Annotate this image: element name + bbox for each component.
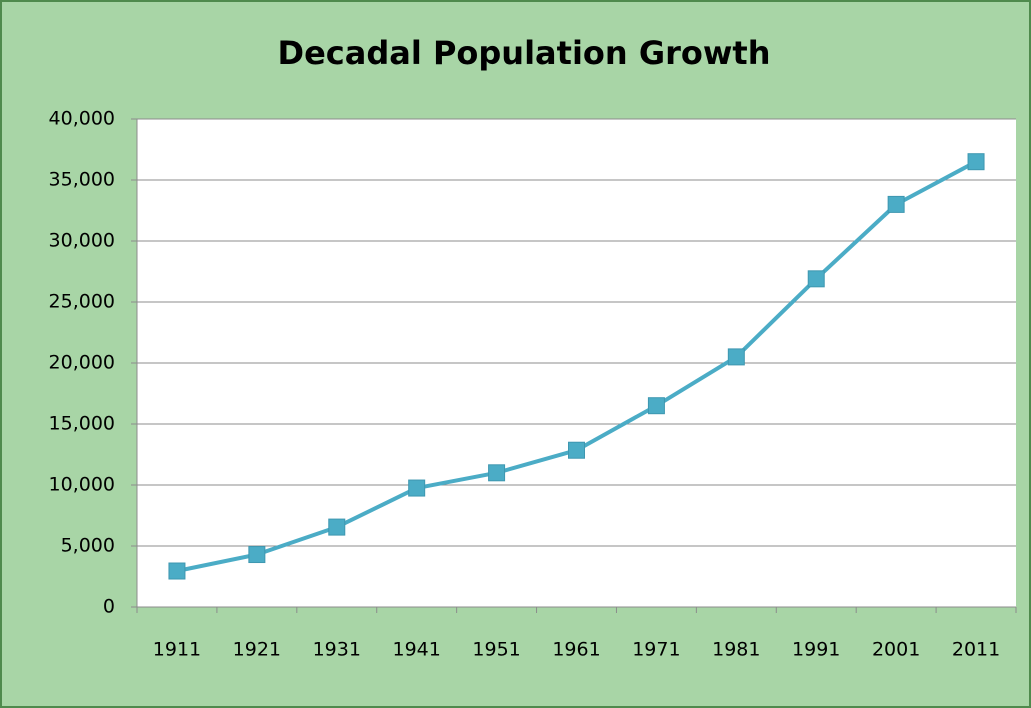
x-tick-label: 1941: [393, 639, 441, 661]
x-tick-label: 1911: [153, 639, 201, 661]
y-tick-label: 35,000: [49, 169, 115, 191]
y-tick-label: 20,000: [49, 352, 115, 374]
chart-title: Decadal Population Growth: [278, 34, 771, 72]
data-point: [408, 479, 426, 497]
data-point: [887, 195, 905, 213]
data-point: [807, 270, 825, 288]
y-tick-label: 40,000: [49, 108, 115, 130]
x-tick-label: 1981: [712, 639, 760, 661]
y-tick-label: 25,000: [49, 291, 115, 313]
x-tick-label: 2001: [872, 639, 920, 661]
x-tick-label: 1921: [233, 639, 281, 661]
x-tick-label: 1971: [632, 639, 680, 661]
data-point: [168, 562, 186, 580]
x-tick-label: 1931: [313, 639, 361, 661]
x-tick-label: 1991: [792, 639, 840, 661]
data-point: [647, 397, 665, 415]
y-tick-label: 0: [103, 596, 115, 618]
data-point: [568, 441, 585, 459]
data-point: [488, 464, 506, 482]
data-point: [248, 546, 266, 564]
y-tick-label: 5,000: [61, 535, 115, 557]
x-tick-label: 1961: [552, 639, 600, 661]
data-point: [967, 153, 985, 171]
y-tick-label: 30,000: [49, 230, 115, 252]
data-point: [328, 518, 346, 536]
y-tick-label: 10,000: [49, 474, 115, 496]
x-tick-label: 1951: [472, 639, 520, 661]
data-point: [727, 348, 745, 366]
y-tick-label: 15,000: [49, 413, 115, 435]
x-tick-label: 2011: [952, 639, 1000, 661]
